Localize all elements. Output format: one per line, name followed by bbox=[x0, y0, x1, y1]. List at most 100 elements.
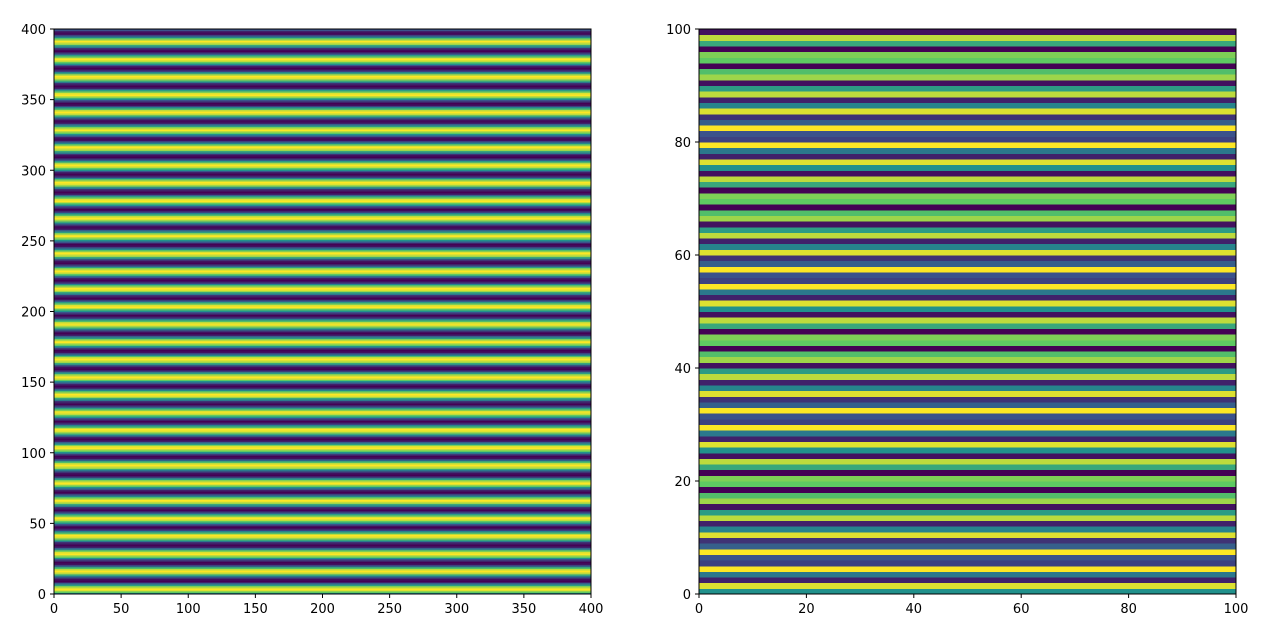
heatmap-row bbox=[54, 349, 591, 352]
heatmap-row bbox=[699, 560, 1236, 567]
heatmap-row bbox=[54, 158, 591, 161]
heatmap-row bbox=[54, 533, 591, 536]
heatmap-row bbox=[699, 328, 1236, 335]
heatmap-row bbox=[699, 243, 1236, 250]
heatmap-row bbox=[54, 464, 591, 466]
heatmap-row bbox=[699, 294, 1236, 301]
heatmap-row bbox=[54, 513, 591, 516]
heatmap-axes: 0 50 100 150 200 250 300 350 400 0 50 100 150 200 250 3… bbox=[21, 23, 603, 617]
heatmap-row bbox=[54, 372, 591, 375]
heatmap-row bbox=[54, 497, 591, 500]
heatmap-row bbox=[54, 93, 591, 96]
heatmap-row bbox=[54, 540, 591, 543]
heatmap-row bbox=[54, 60, 591, 62]
heatmap-row bbox=[54, 437, 591, 440]
heatmap-row bbox=[699, 481, 1236, 488]
y-tick-label: 80 bbox=[674, 136, 691, 151]
heatmap-row bbox=[54, 288, 591, 291]
heatmap-row bbox=[699, 413, 1236, 420]
heatmap-row bbox=[699, 407, 1236, 414]
y-tick-label: 150 bbox=[21, 376, 46, 391]
heatmap-row bbox=[699, 373, 1236, 380]
heatmap-row bbox=[54, 541, 591, 544]
heatmap-row bbox=[54, 579, 591, 582]
heatmap-row bbox=[699, 577, 1236, 584]
heatmap-row bbox=[699, 571, 1236, 578]
heatmap-row bbox=[699, 486, 1236, 493]
heatmap-row bbox=[54, 216, 591, 219]
heatmap-row bbox=[699, 469, 1236, 476]
heatmap-row bbox=[54, 246, 591, 249]
heatmap-row bbox=[54, 197, 591, 199]
heatmap-row bbox=[54, 358, 591, 361]
heatmap-row bbox=[699, 334, 1236, 341]
heatmap-row bbox=[54, 245, 591, 248]
heatmap-row bbox=[54, 521, 591, 524]
heatmap-row bbox=[54, 143, 591, 146]
heatmap-row bbox=[54, 331, 591, 334]
heatmap-row bbox=[54, 557, 591, 560]
heatmap-row bbox=[54, 478, 591, 481]
heatmap-row bbox=[54, 264, 591, 267]
heatmap-row bbox=[699, 226, 1236, 233]
heatmap-row bbox=[54, 276, 591, 279]
heatmap-row bbox=[54, 591, 591, 594]
heatmap-row bbox=[54, 62, 591, 65]
heatmap-row bbox=[54, 156, 591, 159]
heatmap-row bbox=[54, 233, 591, 236]
heatmap-row bbox=[54, 380, 591, 383]
heatmap-row bbox=[699, 170, 1236, 177]
heatmap-row bbox=[54, 370, 591, 373]
heatmap-row bbox=[54, 270, 591, 273]
heatmap-row bbox=[54, 512, 591, 514]
heatmap-row bbox=[54, 529, 591, 531]
heatmap-row bbox=[54, 547, 591, 550]
heatmap-row bbox=[54, 45, 591, 48]
heatmap-row bbox=[54, 256, 591, 259]
heatmap-row bbox=[54, 298, 591, 301]
heatmap-row bbox=[54, 400, 591, 403]
heatmap-row bbox=[699, 91, 1236, 98]
heatmap-row bbox=[54, 577, 591, 579]
heatmap-row bbox=[54, 548, 591, 551]
heatmap-row bbox=[54, 466, 591, 469]
heatmap-row bbox=[54, 192, 591, 195]
heatmap-row bbox=[54, 177, 591, 180]
heatmap-row bbox=[699, 452, 1236, 459]
heatmap-row bbox=[54, 353, 591, 356]
heatmap-row bbox=[54, 336, 591, 339]
heatmap-row bbox=[54, 184, 591, 187]
heatmap-row bbox=[54, 375, 591, 377]
heatmap-row bbox=[699, 430, 1236, 437]
heatmap-row bbox=[699, 40, 1236, 47]
heatmap-row bbox=[54, 321, 591, 324]
heatmap-row bbox=[699, 305, 1236, 312]
x-tick-label: 200 bbox=[310, 602, 335, 617]
heatmap-row bbox=[699, 51, 1236, 58]
heatmap-row bbox=[54, 269, 591, 272]
heatmap-row bbox=[699, 548, 1236, 555]
heatmap-row bbox=[699, 136, 1236, 143]
x-tick-label: 50 bbox=[113, 602, 130, 617]
heatmap-row bbox=[54, 164, 591, 167]
heatmap-row bbox=[699, 447, 1236, 454]
heatmap-row bbox=[54, 173, 591, 175]
heatmap-row bbox=[54, 503, 591, 506]
y-tick-label: 40 bbox=[674, 362, 691, 377]
heatmap-axes: 0 20 40 60 80 100 0 20 40 60 80 100 bbox=[666, 23, 1248, 617]
heatmap-row bbox=[54, 485, 591, 488]
heatmap-row bbox=[54, 499, 591, 502]
heatmap-row bbox=[54, 215, 591, 218]
heatmap-row bbox=[54, 300, 591, 303]
heatmap-row bbox=[54, 219, 591, 222]
heatmap-row bbox=[54, 262, 591, 264]
heatmap-row bbox=[54, 204, 591, 207]
heatmap-row bbox=[54, 472, 591, 475]
heatmap-row bbox=[699, 79, 1236, 86]
heatmap-row bbox=[699, 531, 1236, 538]
y-tick-label: 250 bbox=[21, 235, 46, 250]
heatmap-row bbox=[54, 115, 591, 118]
heatmap-row bbox=[54, 524, 591, 527]
heatmap-row bbox=[54, 517, 591, 520]
